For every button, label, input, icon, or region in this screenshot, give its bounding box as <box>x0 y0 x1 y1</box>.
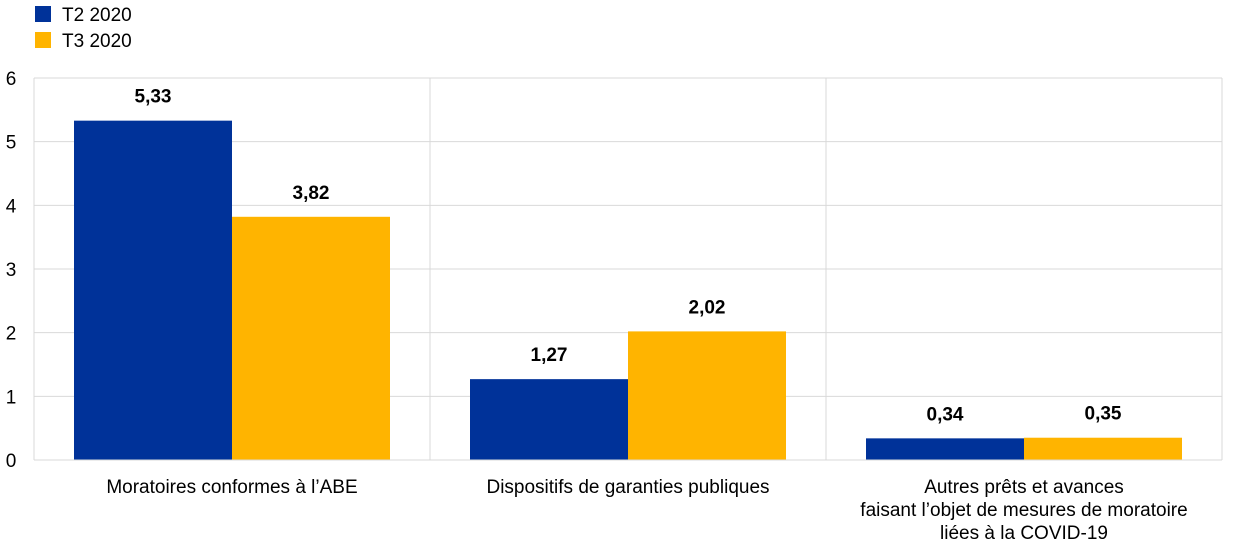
y-tick-label-5: 5 <box>6 133 17 154</box>
x-category-label-3-line-2: faisant l’objet de mesures de moratoire <box>860 500 1187 521</box>
data-label-2-cat-3: 0,35 <box>1085 404 1122 425</box>
y-tick-label-4: 4 <box>6 196 17 217</box>
x-category-label-3-line-3: liées à la COVID-19 <box>940 523 1108 544</box>
legend-label-1: T2 2020 <box>62 5 132 26</box>
x-category-label-1-line-1: Moratoires conformes à l’ABE <box>106 477 357 498</box>
x-category-label-2-line-1: Dispositifs de garanties publiques <box>486 477 769 498</box>
data-label-2-cat-1: 3,82 <box>293 183 330 204</box>
y-tick-label-3: 3 <box>6 260 17 281</box>
legend-label-2: T3 2020 <box>62 31 132 52</box>
legend-swatch-2 <box>35 32 51 48</box>
y-tick-label-2: 2 <box>6 324 17 345</box>
bar-1-cat-2 <box>470 379 628 460</box>
y-tick-label-1: 1 <box>6 387 17 408</box>
y-tick-label-6: 6 <box>6 69 17 90</box>
legend: T2 2020 T3 2020 <box>35 5 132 52</box>
bar-2-cat-1 <box>232 216 390 460</box>
data-label-1-cat-1: 5,33 <box>135 87 172 108</box>
data-labels: 5,33 3,82 1,27 2,02 0,34 0,35 <box>135 87 1122 426</box>
data-label-2-cat-2: 2,02 <box>689 297 726 318</box>
bars <box>74 120 1182 460</box>
bar-1-cat-3 <box>866 438 1024 460</box>
y-tick-label-0: 0 <box>6 451 17 472</box>
data-label-1-cat-2: 1,27 <box>531 345 568 366</box>
bar-2-cat-3 <box>1024 437 1182 460</box>
x-axis: Moratoires conformes à l’ABE Dispositifs … <box>34 459 1222 544</box>
data-label-1-cat-3: 0,34 <box>927 404 964 425</box>
bar-2-cat-2 <box>628 331 786 460</box>
bar-1-cat-1 <box>74 120 232 460</box>
y-axis: 0 1 2 3 4 5 6 <box>6 69 17 472</box>
legend-swatch-1 <box>35 6 51 22</box>
x-category-label-3-line-1: Autres prêts et avances <box>924 477 1124 498</box>
